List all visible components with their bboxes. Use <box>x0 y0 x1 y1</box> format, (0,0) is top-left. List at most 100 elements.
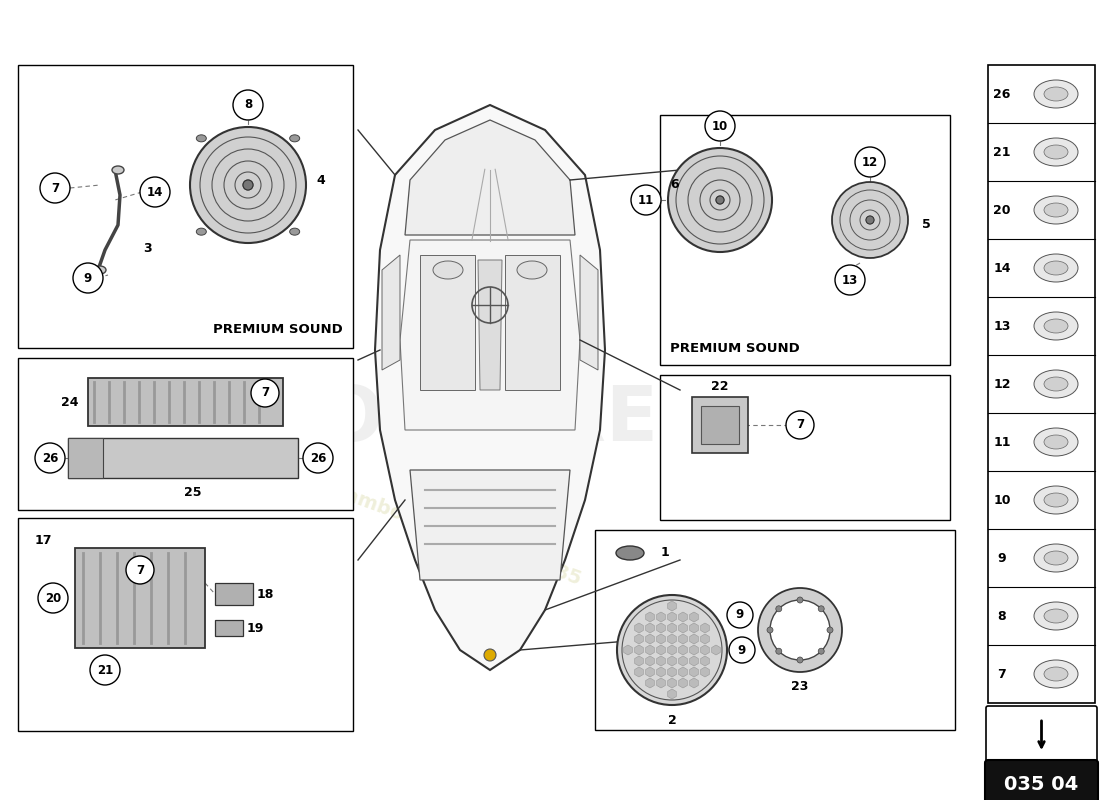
Ellipse shape <box>1044 261 1068 275</box>
Text: 24: 24 <box>62 395 79 409</box>
Text: PREMIUM SOUND: PREMIUM SOUND <box>670 342 800 355</box>
Text: 21: 21 <box>993 146 1011 158</box>
Circle shape <box>302 443 333 473</box>
Text: 10: 10 <box>712 119 728 133</box>
FancyBboxPatch shape <box>214 583 253 605</box>
FancyBboxPatch shape <box>214 620 243 636</box>
Text: 9: 9 <box>998 551 1006 565</box>
Text: a passion for lamborghini since 1985: a passion for lamborghini since 1985 <box>196 432 584 588</box>
Ellipse shape <box>1034 80 1078 108</box>
FancyBboxPatch shape <box>988 65 1094 703</box>
Text: 26: 26 <box>993 87 1011 101</box>
Circle shape <box>251 379 279 407</box>
Text: 17: 17 <box>35 534 53 546</box>
Ellipse shape <box>289 135 299 142</box>
Circle shape <box>798 657 803 663</box>
Circle shape <box>866 216 874 224</box>
Text: 6: 6 <box>671 178 680 191</box>
FancyBboxPatch shape <box>18 518 353 731</box>
Circle shape <box>770 600 830 660</box>
Ellipse shape <box>1044 87 1068 101</box>
Text: EUROSPARES: EUROSPARES <box>146 383 714 457</box>
Circle shape <box>758 588 842 672</box>
Circle shape <box>767 627 773 633</box>
Ellipse shape <box>1044 203 1068 217</box>
Text: 9: 9 <box>736 609 744 622</box>
FancyBboxPatch shape <box>18 358 353 510</box>
Polygon shape <box>410 470 570 580</box>
Polygon shape <box>420 255 475 390</box>
Polygon shape <box>405 120 575 235</box>
Polygon shape <box>382 255 400 370</box>
FancyBboxPatch shape <box>68 438 298 478</box>
Ellipse shape <box>1034 138 1078 166</box>
Text: 7: 7 <box>998 667 1006 681</box>
Text: 2: 2 <box>668 714 676 726</box>
Ellipse shape <box>1044 493 1068 507</box>
Circle shape <box>832 182 908 258</box>
Text: 5: 5 <box>922 218 931 231</box>
Circle shape <box>668 148 772 252</box>
Text: 11: 11 <box>993 435 1011 449</box>
Text: 035 04: 035 04 <box>1004 774 1079 794</box>
Text: 3: 3 <box>144 242 152 254</box>
Ellipse shape <box>1034 312 1078 340</box>
Ellipse shape <box>1034 254 1078 282</box>
FancyBboxPatch shape <box>660 115 950 365</box>
Ellipse shape <box>1044 435 1068 449</box>
Ellipse shape <box>1044 319 1068 333</box>
Text: 26: 26 <box>42 451 58 465</box>
Text: 8: 8 <box>998 610 1006 622</box>
Text: 7: 7 <box>136 563 144 577</box>
Ellipse shape <box>1044 377 1068 391</box>
Ellipse shape <box>1044 145 1068 159</box>
Circle shape <box>705 111 735 141</box>
Circle shape <box>484 649 496 661</box>
Text: 12: 12 <box>993 378 1011 390</box>
Circle shape <box>786 411 814 439</box>
Circle shape <box>729 637 755 663</box>
Circle shape <box>855 147 886 177</box>
Ellipse shape <box>1044 609 1068 623</box>
Ellipse shape <box>1044 667 1068 681</box>
Circle shape <box>716 196 724 204</box>
Polygon shape <box>478 260 502 390</box>
Ellipse shape <box>433 261 463 279</box>
Text: 14: 14 <box>993 262 1011 274</box>
Text: 23: 23 <box>791 681 808 694</box>
Circle shape <box>776 648 782 654</box>
Circle shape <box>35 443 65 473</box>
Circle shape <box>126 556 154 584</box>
Text: 25: 25 <box>185 486 201 498</box>
FancyBboxPatch shape <box>986 706 1097 762</box>
FancyBboxPatch shape <box>68 438 103 478</box>
Text: 7: 7 <box>796 418 804 431</box>
Ellipse shape <box>1034 602 1078 630</box>
Circle shape <box>90 655 120 685</box>
Ellipse shape <box>1034 370 1078 398</box>
Text: PREMIUM SOUND: PREMIUM SOUND <box>213 323 343 336</box>
Circle shape <box>818 648 824 654</box>
Polygon shape <box>580 255 598 370</box>
Ellipse shape <box>517 261 547 279</box>
Circle shape <box>40 173 70 203</box>
FancyBboxPatch shape <box>18 65 353 348</box>
Ellipse shape <box>94 266 106 274</box>
Text: 10: 10 <box>993 494 1011 506</box>
Text: 4: 4 <box>317 174 326 186</box>
Circle shape <box>631 185 661 215</box>
Ellipse shape <box>112 166 124 174</box>
Circle shape <box>818 606 824 612</box>
Text: 20: 20 <box>993 203 1011 217</box>
Text: 13: 13 <box>842 274 858 286</box>
Text: 7: 7 <box>51 182 59 194</box>
Circle shape <box>776 606 782 612</box>
Circle shape <box>798 597 803 603</box>
Text: 9: 9 <box>738 643 746 657</box>
Circle shape <box>190 127 306 243</box>
Ellipse shape <box>1034 486 1078 514</box>
Text: 14: 14 <box>146 186 163 198</box>
Circle shape <box>243 180 253 190</box>
Text: 22: 22 <box>712 379 728 393</box>
Ellipse shape <box>196 135 207 142</box>
